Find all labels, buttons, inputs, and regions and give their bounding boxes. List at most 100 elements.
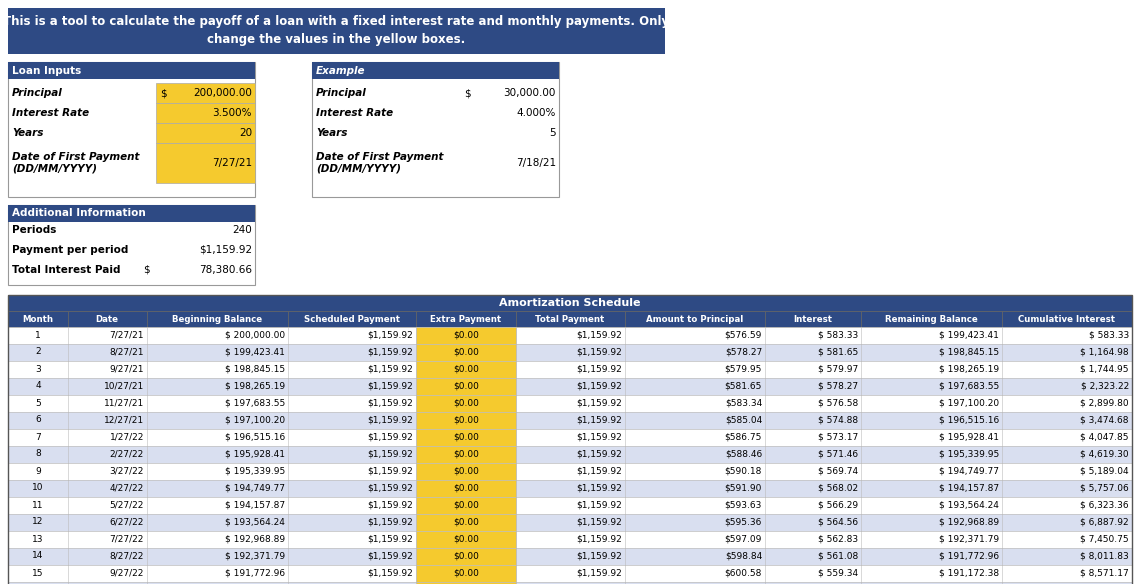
Bar — [8, 565, 1132, 582]
Bar — [312, 62, 559, 79]
Text: change the values in the yellow boxes.: change the values in the yellow boxes. — [206, 33, 465, 47]
Text: $ 198,845.15: $ 198,845.15 — [939, 347, 999, 356]
Text: $0.00: $0.00 — [453, 433, 479, 442]
Text: 6: 6 — [35, 415, 41, 425]
Text: $1,159.92: $1,159.92 — [367, 534, 413, 544]
Text: $598.84: $598.84 — [725, 551, 762, 561]
Text: $1,159.92: $1,159.92 — [367, 484, 413, 492]
Text: $1,159.92: $1,159.92 — [367, 415, 413, 425]
Text: Beginning Balance: Beginning Balance — [172, 315, 262, 324]
Bar — [8, 8, 665, 54]
Bar — [516, 311, 625, 327]
Text: 240: 240 — [233, 225, 252, 235]
Text: $1,159.92: $1,159.92 — [576, 347, 622, 356]
Text: $1,159.92: $1,159.92 — [576, 450, 622, 458]
Text: $ 559.34: $ 559.34 — [817, 568, 858, 578]
Text: $ 2,323.22: $ 2,323.22 — [1081, 381, 1129, 391]
Text: This is a tool to calculate the payoff of a loan with a fixed interest rate and : This is a tool to calculate the payoff o… — [3, 16, 669, 29]
Text: 8/27/22: 8/27/22 — [109, 551, 144, 561]
Text: 9/27/22: 9/27/22 — [109, 568, 144, 578]
Text: 3/27/22: 3/27/22 — [109, 467, 144, 475]
Text: $ 198,265.19: $ 198,265.19 — [939, 364, 999, 374]
Text: $1,159.92: $1,159.92 — [576, 364, 622, 374]
Bar — [8, 446, 1132, 463]
Text: Additional Information: Additional Information — [13, 208, 146, 218]
Text: $ 192,371.79: $ 192,371.79 — [225, 551, 285, 561]
Text: $0.00: $0.00 — [453, 364, 479, 374]
Bar — [8, 62, 255, 197]
Text: 7: 7 — [35, 433, 41, 442]
Text: $ 192,968.89: $ 192,968.89 — [225, 534, 285, 544]
Text: $ 194,749.77: $ 194,749.77 — [939, 467, 999, 475]
Text: $ 195,928.41: $ 195,928.41 — [225, 450, 285, 458]
Text: Example: Example — [316, 65, 366, 75]
Text: $ 191,772.96: $ 191,772.96 — [939, 551, 999, 561]
Text: $ 199,423.41: $ 199,423.41 — [225, 347, 285, 356]
Text: Amount to Principal: Amount to Principal — [646, 315, 743, 324]
Text: 5: 5 — [35, 398, 41, 408]
Text: $1,159.92: $1,159.92 — [576, 467, 622, 475]
Text: Date: Date — [96, 315, 119, 324]
Bar — [1002, 311, 1132, 327]
Text: 9/27/21: 9/27/21 — [109, 364, 144, 374]
Text: 3: 3 — [35, 364, 41, 374]
Text: $591.90: $591.90 — [725, 484, 762, 492]
Text: Interest Rate: Interest Rate — [316, 108, 393, 118]
Bar — [288, 311, 416, 327]
Text: $1,159.92: $1,159.92 — [367, 364, 413, 374]
Text: Payment per period: Payment per period — [13, 245, 129, 255]
Bar — [8, 344, 1132, 361]
Bar — [416, 446, 516, 463]
Text: $1,159.92: $1,159.92 — [367, 433, 413, 442]
Bar — [416, 548, 516, 565]
Text: $ 6,323.36: $ 6,323.36 — [1081, 500, 1129, 509]
Text: $0.00: $0.00 — [453, 500, 479, 509]
Bar — [416, 463, 516, 480]
Bar — [8, 548, 1132, 565]
Text: 11/27/21: 11/27/21 — [104, 398, 144, 408]
Text: Total Payment: Total Payment — [536, 315, 604, 324]
Text: 10: 10 — [32, 484, 43, 492]
Text: $0.00: $0.00 — [453, 517, 479, 527]
Bar — [8, 531, 1132, 548]
Text: $1,159.92: $1,159.92 — [367, 398, 413, 408]
Text: 1: 1 — [35, 331, 41, 339]
Text: Cumulative Interest: Cumulative Interest — [1018, 315, 1116, 324]
Bar — [416, 480, 516, 497]
Bar — [8, 205, 255, 222]
Bar — [8, 480, 1132, 497]
Text: 4.000%: 4.000% — [516, 108, 556, 118]
Text: $0.00: $0.00 — [453, 450, 479, 458]
Text: 14: 14 — [32, 551, 43, 561]
Text: $1,159.92: $1,159.92 — [198, 245, 252, 255]
Text: Years: Years — [316, 128, 348, 138]
Text: Principal: Principal — [316, 88, 367, 98]
Text: $576.59: $576.59 — [725, 331, 762, 339]
Text: $ 561.08: $ 561.08 — [817, 551, 858, 561]
Text: Remaining Balance: Remaining Balance — [885, 315, 977, 324]
Text: $ 197,100.20: $ 197,100.20 — [939, 398, 999, 408]
Text: 12: 12 — [32, 517, 43, 527]
Text: $1,159.92: $1,159.92 — [576, 398, 622, 408]
Text: $1,159.92: $1,159.92 — [576, 433, 622, 442]
Bar — [416, 327, 516, 344]
Text: $1,159.92: $1,159.92 — [576, 568, 622, 578]
Text: $1,159.92: $1,159.92 — [576, 517, 622, 527]
Text: $593.63: $593.63 — [725, 500, 762, 509]
Text: $1,159.92: $1,159.92 — [367, 500, 413, 509]
Text: 20: 20 — [239, 128, 252, 138]
Bar — [416, 361, 516, 378]
Text: $581.65: $581.65 — [725, 381, 762, 391]
Text: $0.00: $0.00 — [453, 398, 479, 408]
Text: Total Interest Paid: Total Interest Paid — [13, 265, 121, 275]
Text: Scheduled Payment: Scheduled Payment — [304, 315, 400, 324]
Text: 6/27/22: 6/27/22 — [109, 517, 144, 527]
Text: 15: 15 — [32, 568, 43, 578]
Text: $ 562.83: $ 562.83 — [817, 534, 858, 544]
Text: $1,159.92: $1,159.92 — [576, 500, 622, 509]
Bar — [8, 361, 1132, 378]
Text: 2/27/22: 2/27/22 — [109, 450, 144, 458]
Text: $0.00: $0.00 — [453, 534, 479, 544]
Bar — [8, 497, 1132, 514]
Bar — [147, 311, 288, 327]
